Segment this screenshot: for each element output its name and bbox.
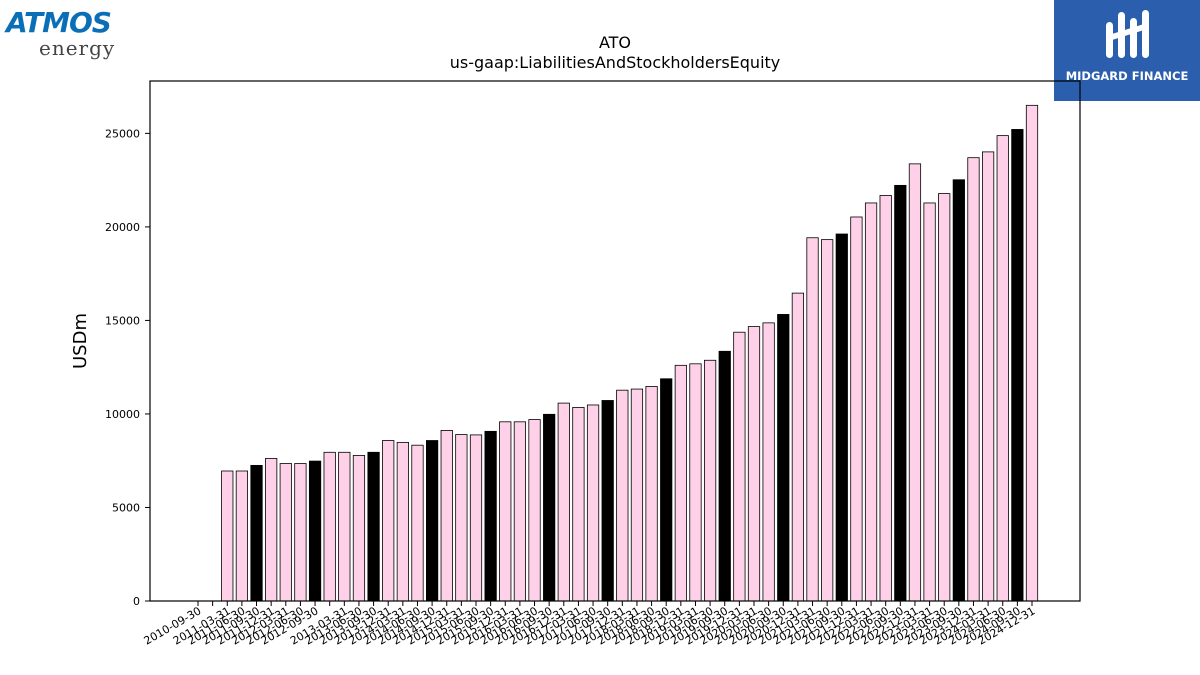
midgard-finance-logo: MIDGARD FINANCE [1054, 0, 1200, 101]
plot-frame [149, 80, 1081, 602]
bar-2021-06-30 [821, 239, 834, 602]
bar-2015-09-30 [484, 430, 497, 602]
y-tick-label: 25000 [105, 127, 140, 140]
bar-2017-06-30 [586, 404, 600, 602]
bar-2014-09-30 [425, 440, 439, 602]
bar-2011-12-31 [265, 458, 278, 602]
bar-series [221, 104, 1039, 602]
bar-2020-12-31 [791, 292, 805, 602]
x-axis: 2010-09-302011-03-312011-06-302011-09-30… [142, 601, 1038, 648]
bar-2024-09-30 [1011, 129, 1024, 602]
bar-2019-03-31 [689, 363, 702, 602]
bar-2023-03-31 [923, 202, 936, 602]
bar-2021-09-30 [835, 233, 848, 602]
bar-2013-12-31 [382, 440, 395, 602]
chart-subtitle: us-gaap:LiabilitiesAndStockholdersEquity [450, 53, 781, 72]
bar-2017-03-31 [572, 406, 585, 602]
bar-2019-12-31 [733, 331, 746, 602]
bar-2011-06-30 [235, 470, 249, 602]
bar-2019-06-30 [704, 359, 717, 602]
bar-2014-03-31 [396, 441, 409, 602]
bar-2015-03-31 [455, 434, 468, 602]
y-axis-label: USDm [70, 313, 91, 369]
bar-2017-12-31 [616, 389, 629, 602]
bar-2012-09-30 [308, 460, 322, 602]
bar-2023-12-31 [967, 157, 980, 602]
bar-2020-09-30 [777, 314, 790, 602]
y-axis: 0 5000 10000 15000 20000 25000 [105, 127, 150, 608]
bar-2015-12-31 [499, 421, 512, 602]
bar-2014-12-31 [440, 430, 453, 602]
bar-2024-12-31 [1025, 104, 1039, 602]
bar-2022-12-31 [908, 163, 922, 602]
bar-2016-09-30 [543, 413, 556, 602]
bar-2016-06-30 [528, 419, 541, 602]
bar-2023-09-30 [952, 179, 965, 602]
bar-2022-06-30 [879, 195, 892, 602]
chart-title: ATO [599, 33, 631, 52]
bar-2018-06-30 [645, 386, 658, 602]
bar-2014-06-30 [411, 444, 424, 602]
bar-2023-06-30 [938, 193, 951, 602]
bar-2015-06-30 [469, 434, 483, 602]
bar-2020-03-31 [747, 326, 761, 602]
bar-2024-03-31 [982, 151, 995, 602]
bar-2016-12-31 [557, 402, 570, 602]
bar-2021-03-31 [806, 237, 819, 602]
bar-2019-09-30 [718, 350, 731, 602]
bar-2018-03-31 [630, 388, 644, 602]
bar-2013-09-30 [367, 451, 380, 602]
atmos-logo-sub: energy [39, 36, 116, 60]
bar-2021-12-31 [850, 216, 863, 602]
atmos-logo-word: ATMOS [6, 6, 112, 39]
bar-2022-09-30 [894, 184, 907, 602]
bar-2017-09-30 [601, 400, 614, 602]
y-tick-label: 5000 [112, 501, 140, 514]
y-tick-label: 15000 [105, 314, 140, 327]
bar-2013-03-31 [338, 451, 351, 602]
midgard-emblem-icon [1106, 10, 1149, 58]
bar-2012-03-31 [279, 463, 292, 602]
bar-2016-03-31 [513, 421, 527, 602]
bar-2012-06-30 [294, 463, 307, 602]
y-tick-label: 20000 [105, 221, 140, 234]
y-tick-label: 10000 [105, 408, 140, 421]
bar-2011-09-30 [250, 464, 263, 602]
bar-2018-09-30 [660, 378, 673, 602]
bar-2013-06-30 [352, 455, 366, 602]
midgard-logo-name: MIDGARD FINANCE [1065, 69, 1189, 83]
bar-2018-12-31 [674, 364, 687, 602]
bar-2022-03-31 [864, 202, 878, 602]
bar-2011-03-31 [221, 470, 234, 602]
atmos-energy-logo: ATMOS energy [6, 6, 128, 62]
bar-2024-06-30 [996, 135, 1009, 602]
y-tick-label: 0 [133, 595, 140, 608]
bar-2020-06-30 [762, 322, 775, 602]
bar-2012-12-31 [323, 451, 336, 602]
